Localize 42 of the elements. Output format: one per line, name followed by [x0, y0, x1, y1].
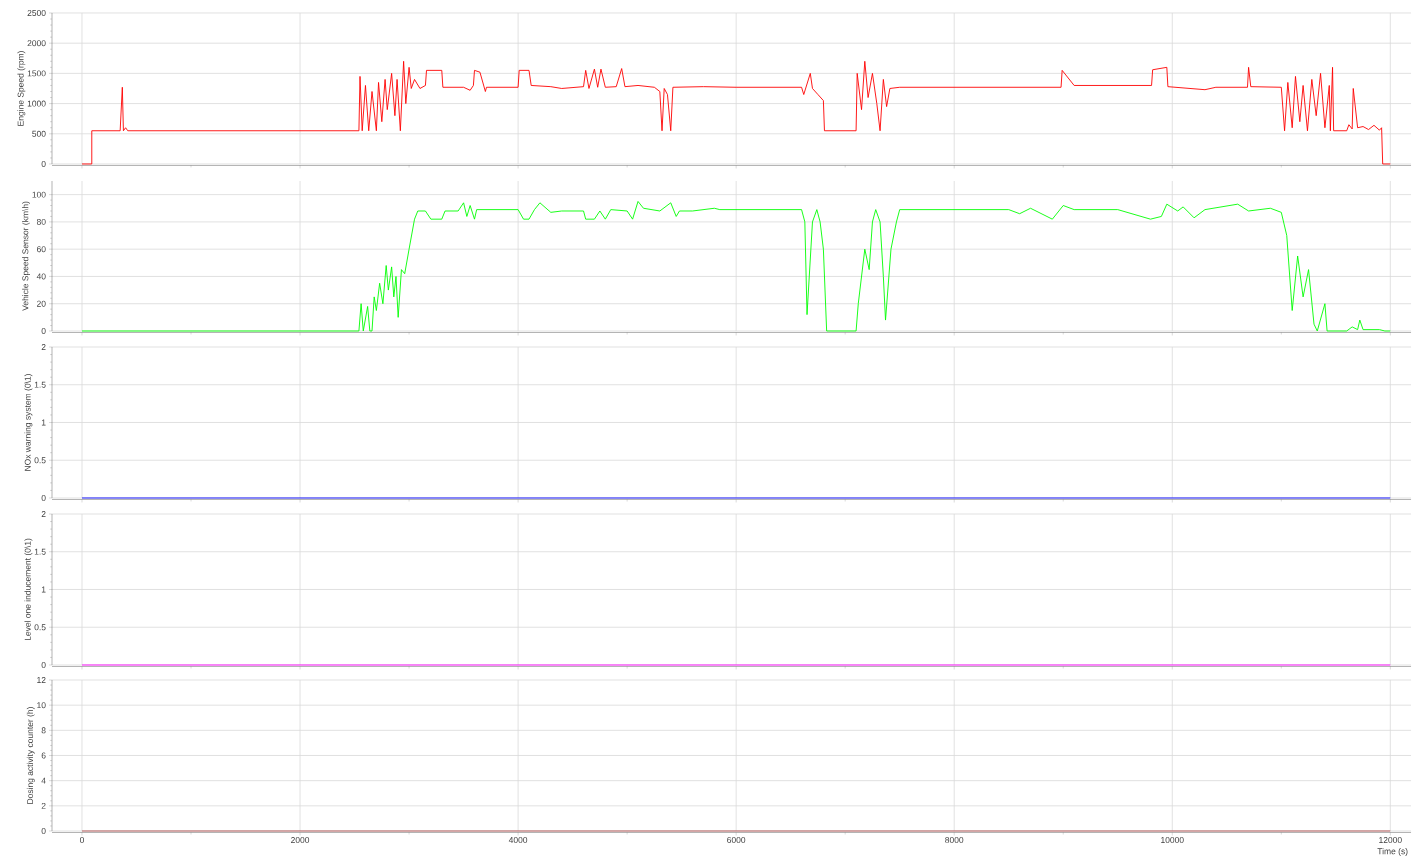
y-tick-label: 0 — [41, 828, 46, 834]
y-axis-title: Engine Speed (rpm) — [17, 51, 26, 126]
x-tick-label: 4000 — [508, 837, 528, 844]
y-tick-label: 100 — [32, 191, 46, 198]
y-tick-label: 0 — [41, 495, 46, 501]
y-tick-label: 8 — [41, 727, 46, 734]
y-tick-label: 80 — [36, 218, 46, 225]
y-tick-label: 1.5 — [34, 548, 46, 555]
y-tick-label: 2 — [41, 802, 46, 809]
y-axis-title: Dosing activity counter (h) — [26, 707, 35, 804]
x-axis-title: Time (s) — [1377, 848, 1408, 856]
y-tick-label: 2000 — [27, 40, 46, 47]
x-tick-label: 0 — [79, 837, 85, 844]
x-tick-label: 12000 — [1379, 837, 1402, 844]
y-tick-label: 0 — [41, 328, 46, 334]
y-tick-label: 1500 — [27, 70, 46, 77]
y-tick-label: 0 — [41, 160, 46, 167]
y-tick-label: 60 — [37, 246, 46, 253]
y-tick-label: 0.5 — [34, 624, 46, 631]
y-tick-label: 2500 — [27, 9, 46, 16]
y-tick-label: 1 — [41, 419, 46, 426]
y-axis-title: Vehicle Speed Sensor (km\h) — [22, 201, 30, 311]
y-tick-label: 40 — [36, 273, 46, 280]
y-tick-label: 500 — [32, 130, 46, 137]
y-axis-title: NOx warning system (0\1) — [24, 374, 33, 471]
x-tick-label: 8000 — [945, 837, 964, 844]
y-tick-label: 20 — [36, 300, 46, 307]
y-tick-label: 2 — [41, 511, 46, 517]
x-tick-label: 2000 — [291, 837, 310, 844]
y-tick-label: 4 — [41, 777, 46, 784]
x-tick-label: 10000 — [1161, 837, 1184, 844]
y-tick-label: 0 — [41, 662, 46, 668]
y-tick-label: 12 — [37, 677, 46, 683]
y-axis-title: Level one inducement (0\1) — [24, 538, 33, 641]
y-tick-label: 1 — [41, 586, 46, 593]
y-tick-label: 10 — [37, 702, 46, 709]
y-tick-label: 0.5 — [34, 457, 46, 464]
y-tick-label: 1000 — [27, 100, 46, 107]
y-tick-label: 2 — [41, 344, 46, 350]
y-tick-label: 6 — [41, 752, 46, 759]
y-tick-label: 1.5 — [34, 381, 46, 388]
x-tick-label: 6000 — [727, 837, 746, 844]
